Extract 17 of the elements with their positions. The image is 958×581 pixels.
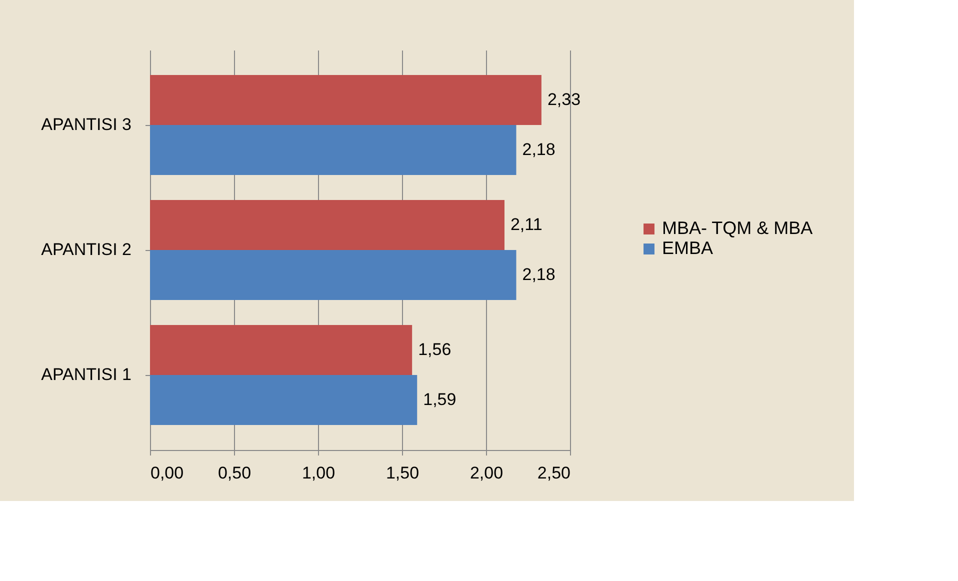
data-label: 1,59 [423, 390, 456, 409]
x-tick-label: 0,00 [150, 464, 184, 482]
data-label: 2,18 [522, 265, 556, 284]
legend-label: MBA- TQM & MBA [662, 218, 813, 238]
y-tick-label: APANTISI 1 [41, 365, 132, 384]
x-tick-label: 0,50 [218, 464, 252, 482]
data-label: 2,11 [510, 215, 542, 234]
x-tick-label: 2,50 [537, 464, 570, 482]
y-tick-label: APANTISI 3 [41, 115, 132, 134]
data-label: 1,56 [418, 340, 452, 359]
data-label: 2,33 [547, 90, 581, 109]
x-tick-label: 1,00 [302, 464, 336, 482]
x-tick-label: 1,50 [386, 464, 420, 482]
x-tick-label: 2,00 [470, 464, 504, 482]
data-label: 2,18 [522, 140, 556, 159]
legend-label: EMBA [662, 238, 714, 258]
y-tick-label: APANTISI 2 [41, 240, 132, 259]
